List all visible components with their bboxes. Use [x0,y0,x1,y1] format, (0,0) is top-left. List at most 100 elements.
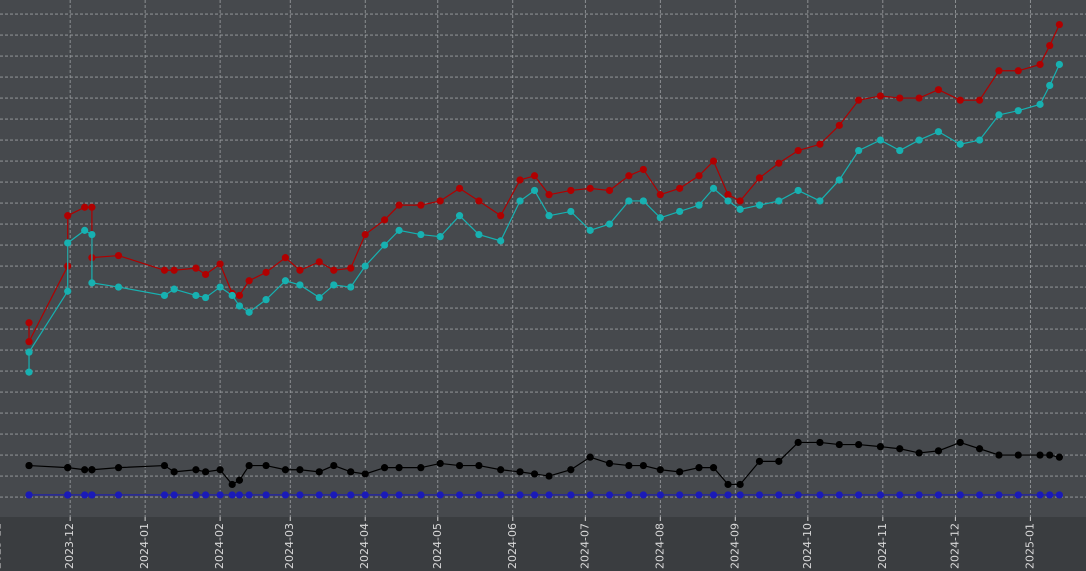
series-line [28,441,1060,486]
point [88,230,96,239]
point [455,491,464,499]
point [262,461,270,470]
point [25,491,33,499]
point [455,184,464,192]
point [975,491,984,499]
point [170,266,178,274]
point [262,296,270,304]
point [1036,60,1044,69]
point [81,491,89,499]
point [724,197,732,205]
point [475,491,483,499]
point [1036,100,1044,108]
point [347,468,355,476]
point [794,438,802,447]
point [896,94,904,102]
point [296,491,304,499]
point [245,461,253,470]
x-tick-label: 2024-09 [728,523,741,569]
x-tick-label: 2023-11 [0,523,4,569]
point [417,201,425,209]
point [1014,67,1022,75]
point [876,443,885,451]
point [605,220,614,228]
point [1055,491,1063,499]
point [567,207,575,216]
point [1055,20,1063,29]
point [245,277,253,285]
point [676,491,684,499]
point [114,283,123,291]
point [586,453,594,461]
point [995,491,1003,499]
point [436,459,444,468]
point [330,461,338,470]
point [1046,41,1054,50]
point [395,226,403,234]
point [81,203,89,211]
point [695,172,703,180]
point [216,260,224,268]
point [160,291,169,300]
point [794,186,802,195]
point [216,491,224,499]
point [25,461,33,470]
point [934,447,943,455]
point [755,457,764,465]
point [315,258,323,266]
point [455,212,464,220]
point [347,264,355,272]
point [835,176,843,184]
point [475,230,483,239]
point [380,241,389,249]
point [755,201,764,209]
point [516,468,524,476]
point [736,205,744,213]
point [516,491,524,499]
x-tick-label: 2024-04 [358,523,371,569]
point [235,476,244,484]
point [1055,453,1063,461]
point [114,464,123,472]
x-tick-label: 2024-08 [653,523,666,569]
point [915,94,923,102]
x-tick-label: 2023-12 [63,523,76,569]
point [567,466,575,474]
point [64,464,72,472]
point [1046,451,1054,459]
point [216,466,224,474]
point [639,197,647,205]
point [25,368,33,376]
point [235,491,244,499]
point [530,186,539,195]
point [586,491,594,499]
point [956,96,964,104]
point [876,491,885,499]
point [235,291,244,300]
point [724,491,732,499]
point [915,491,923,499]
point [315,468,323,476]
point [475,197,483,205]
point [380,464,389,472]
point [114,251,123,260]
point [228,291,236,300]
point [88,279,96,287]
point [114,491,123,499]
point [530,172,539,180]
point [1046,81,1054,90]
plot-area [0,0,1086,517]
x-tick-label: 2024-03 [283,523,296,569]
point [192,264,200,272]
point [896,491,904,499]
point [281,277,290,285]
point [956,438,964,447]
point [64,212,72,220]
point [876,92,885,100]
point [192,291,200,300]
point [835,121,843,129]
point [361,491,369,499]
point [736,480,744,489]
point [656,491,664,499]
point [497,237,505,245]
